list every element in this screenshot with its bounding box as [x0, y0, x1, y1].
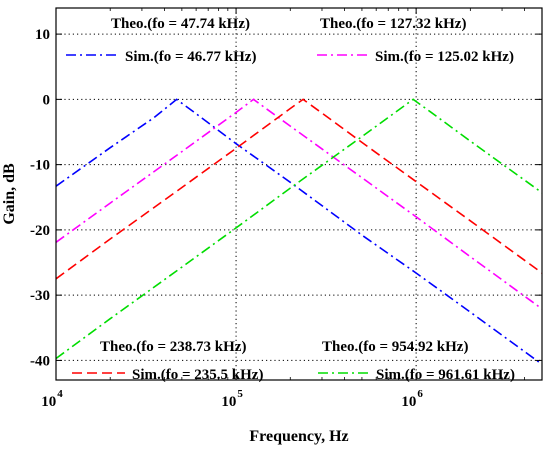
- series-line-3: [55, 98, 543, 280]
- legend-theo-label: Theo.(fo = 47.74 kHz): [111, 16, 250, 32]
- legend: Theo.(fo = 47.74 kHz) Sim.(fo = 46.77 kHz…: [66, 16, 515, 383]
- series-line-1: [55, 98, 543, 365]
- x-axis-label: Frequency, Hz: [249, 428, 348, 445]
- legend-theo-label: Theo.(fo = 954.92 kHz): [322, 339, 468, 355]
- y-axis-label: Gain, dB: [1, 163, 18, 225]
- legend-theo-label: Theo.(fo = 127.32 kHz): [320, 16, 466, 32]
- series-lines: [55, 98, 543, 365]
- legend-theo-label: Theo.(fo = 238.73 kHz): [100, 339, 246, 355]
- plot-frame: [55, 7, 543, 381]
- y-tick-label: -20: [30, 223, 50, 239]
- legend-sim-label: Sim.(fo = 961.61 kHz): [376, 367, 515, 383]
- y-tick-label: -10: [30, 158, 50, 174]
- grid-lines: [56, 8, 542, 380]
- y-tick-label: 10: [35, 27, 50, 43]
- y-tick-label: -40: [30, 353, 50, 369]
- legend-sim-label: Sim.(fo = 46.77 kHz): [125, 49, 256, 65]
- series-line-4: [55, 98, 543, 360]
- y-tick-label: -30: [30, 288, 50, 304]
- y-tick-label: 0: [43, 92, 51, 108]
- legend-sim-label: Sim.(fo = 235.5 kHz): [132, 367, 263, 383]
- legend-sim-label: Sim.(fo = 125.02 kHz): [375, 49, 514, 65]
- series-line-2: [55, 98, 543, 310]
